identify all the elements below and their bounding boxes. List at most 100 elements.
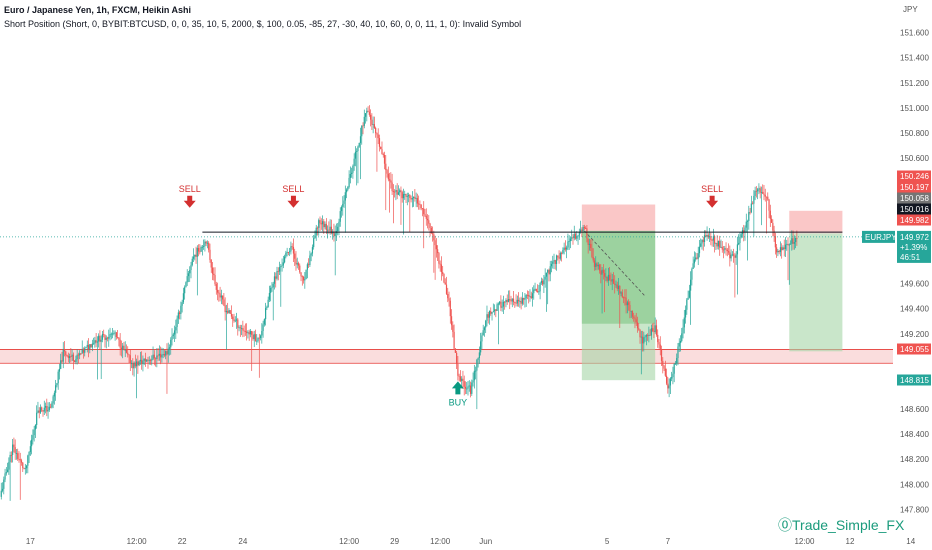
candle-body — [205, 241, 207, 244]
candle-body — [185, 282, 187, 288]
candle-body — [431, 233, 434, 235]
candle-body — [506, 300, 508, 302]
candle-body — [186, 276, 188, 283]
candle-body — [469, 385, 472, 394]
candle-body — [141, 359, 143, 365]
candle-body — [577, 235, 579, 237]
candle-body — [42, 410, 44, 412]
candle-body — [263, 319, 265, 325]
candle-body — [534, 288, 536, 290]
candle-body — [247, 332, 249, 334]
candle-body — [774, 236, 776, 248]
candle-body — [163, 354, 166, 356]
time-tick-label: 12:00 — [339, 537, 360, 546]
candle-body — [61, 360, 63, 362]
candle-body — [25, 465, 28, 469]
price-tick-label: 148.400 — [900, 430, 929, 439]
candle-body — [609, 274, 611, 281]
candle-body — [138, 361, 140, 366]
candle-body — [32, 435, 34, 440]
candle-body — [248, 332, 250, 335]
candle-body — [791, 238, 793, 244]
candle-body — [547, 269, 549, 273]
price-axis[interactable]: JPY 151.600 151.400 151.200 151.000 150.800 15… — [895, 0, 932, 550]
candle-body — [595, 263, 597, 267]
candle-body — [170, 339, 172, 348]
candle-body — [480, 341, 482, 353]
candle-body — [154, 358, 157, 360]
candle-body — [270, 287, 272, 293]
candle-body — [388, 179, 391, 181]
candle-body — [137, 361, 139, 366]
candle-body — [406, 196, 408, 198]
candle-body — [1, 488, 4, 491]
candle-body — [649, 334, 651, 336]
candle-body — [373, 124, 376, 128]
candle-body — [168, 347, 171, 349]
candle-body — [199, 251, 201, 253]
candle-body — [18, 458, 20, 460]
current-price-text: 149.972 — [900, 233, 929, 242]
candle-body — [223, 299, 225, 306]
candle-body — [505, 300, 507, 303]
candle-body — [340, 206, 343, 212]
candle-body — [366, 110, 368, 114]
candle-body — [305, 269, 307, 280]
price-label-text: 150.058 — [900, 194, 929, 203]
candle-body — [151, 359, 153, 361]
candle-body — [327, 229, 329, 231]
candle-body — [146, 359, 148, 362]
candle-body — [490, 310, 492, 314]
candle-body — [266, 306, 268, 309]
position-stop-zone — [581, 204, 656, 231]
candle-body — [415, 198, 417, 199]
candle-body — [343, 200, 345, 204]
candle-body — [13, 444, 15, 448]
candle-body — [691, 268, 693, 280]
candle-body — [654, 325, 656, 332]
candle-body — [726, 249, 728, 252]
candle-body — [553, 260, 555, 262]
candle-body — [228, 310, 230, 313]
candle-body — [345, 189, 348, 193]
candle-body — [394, 191, 396, 193]
candle-body — [70, 356, 72, 358]
candle-body — [28, 451, 30, 456]
candle-body — [27, 455, 29, 466]
candle-body — [176, 318, 178, 328]
candle-body — [175, 327, 177, 331]
candle-body — [536, 291, 539, 293]
candle-body — [663, 365, 665, 369]
candle-body — [461, 378, 463, 381]
candle-body — [310, 253, 312, 256]
candle-body — [110, 333, 112, 335]
candle-body — [238, 327, 240, 329]
candle-body — [278, 267, 281, 272]
candle-body — [354, 151, 357, 159]
candle-body — [29, 446, 31, 452]
candle-body — [9, 454, 11, 463]
time-tick-label: 14 — [906, 537, 915, 546]
candle-body — [583, 227, 585, 229]
time-axis[interactable]: 17 12:00 22 24 12:00 29 12:00 Jun 5 7 12:00 12 14 — [0, 532, 916, 550]
candle-body — [318, 220, 320, 228]
time-tick-label: 12 — [846, 537, 855, 546]
candle-body — [739, 237, 741, 243]
candle-body — [20, 460, 23, 463]
candle-body — [347, 186, 349, 190]
candle-body — [524, 298, 526, 300]
buy-label: BUY — [449, 397, 468, 407]
candle-body — [559, 253, 561, 259]
candle-body — [554, 260, 556, 264]
candle-body — [51, 403, 53, 408]
candle-body — [667, 383, 669, 389]
candle-body — [311, 247, 314, 254]
candle-body — [542, 280, 544, 285]
candle-body — [407, 195, 410, 197]
candle-body — [153, 354, 155, 359]
candle-body — [171, 336, 173, 340]
candle-body — [129, 355, 131, 364]
candle-body — [624, 297, 626, 299]
candle-body — [357, 146, 359, 151]
